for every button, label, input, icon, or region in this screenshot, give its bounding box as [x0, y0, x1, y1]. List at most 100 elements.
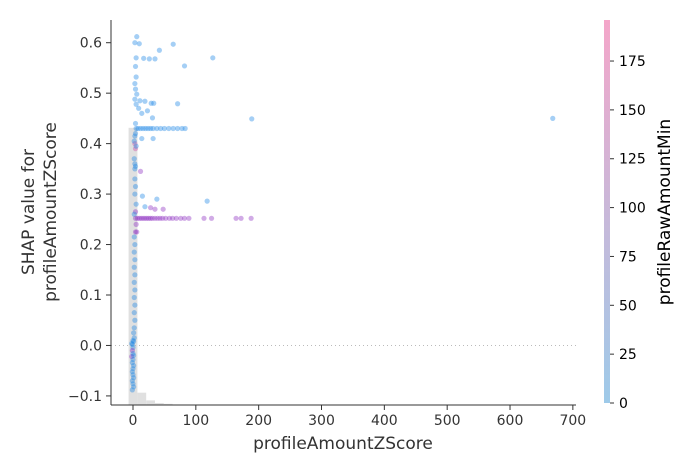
- data-point: [134, 91, 140, 97]
- data-point: [129, 347, 135, 354]
- data-point: [175, 125, 181, 132]
- data-point: [131, 384, 137, 390]
- data-point: [130, 350, 136, 357]
- data-point: [142, 125, 149, 132]
- data-point: [147, 125, 154, 132]
- data-point: [140, 215, 146, 221]
- data-point: [132, 302, 138, 308]
- data-point: [132, 120, 139, 127]
- data-point: [149, 115, 156, 121]
- y-tick-label: −0.1: [68, 389, 102, 405]
- histogram-bar-1: [137, 392, 147, 405]
- data-point: [133, 101, 139, 107]
- y-tick-label: 0.6: [80, 36, 102, 52]
- histogram: [128, 127, 173, 406]
- data-point: [133, 55, 139, 61]
- data-point: [134, 215, 140, 221]
- data-point: [132, 176, 138, 182]
- data-point: [131, 335, 137, 341]
- data-point: [148, 100, 154, 106]
- data-point: [142, 204, 148, 210]
- data-point: [132, 161, 138, 167]
- data-point: [131, 211, 137, 217]
- data-point: [130, 366, 136, 372]
- data-point: [132, 272, 138, 278]
- colorbar-tick-label: 100: [619, 201, 646, 217]
- data-point: [131, 156, 137, 162]
- data-point: [132, 63, 139, 70]
- data-point: [135, 125, 141, 132]
- data-point: [134, 34, 140, 40]
- data-point: [204, 198, 210, 204]
- data-point: [132, 257, 138, 263]
- data-point: [132, 209, 139, 215]
- data-point: [181, 215, 188, 221]
- data-point: [146, 56, 152, 62]
- x-tick-label: 100: [182, 413, 209, 429]
- data-point: [157, 215, 163, 221]
- data-point: [131, 363, 137, 369]
- data-point: [129, 378, 135, 384]
- data-point: [156, 47, 162, 53]
- data-point: [147, 205, 154, 211]
- data-point: [131, 338, 137, 345]
- data-point: [132, 96, 138, 102]
- x-tick-label: 200: [245, 413, 272, 429]
- data-point: [169, 215, 176, 221]
- data-point: [158, 125, 164, 132]
- data-point: [132, 86, 139, 92]
- colorbar-tick-label: 50: [619, 298, 637, 314]
- colorbar-tick-label: 125: [619, 152, 646, 168]
- x-tick-label: 400: [371, 413, 398, 429]
- colorbar-label: profileRawAmountMin: [655, 119, 675, 305]
- data-point: [550, 115, 556, 121]
- data-point: [150, 135, 156, 142]
- data-point: [233, 215, 239, 221]
- data-point: [137, 98, 143, 104]
- y-tick-label: 0.5: [80, 86, 102, 102]
- data-point: [186, 215, 192, 221]
- scatter-points: [129, 34, 556, 393]
- colorbar-tick-label: 0: [619, 396, 628, 412]
- data-point: [208, 215, 215, 221]
- data-point: [130, 381, 136, 387]
- data-point: [161, 125, 168, 132]
- data-point: [163, 215, 169, 221]
- data-point: [170, 41, 176, 47]
- data-point: [131, 330, 137, 336]
- y-tick-label: 0.1: [80, 288, 102, 304]
- data-point: [166, 125, 172, 132]
- data-point: [132, 229, 139, 235]
- colorbar-tick-label: 175: [619, 54, 646, 70]
- data-point: [166, 215, 173, 221]
- data-point: [131, 352, 137, 359]
- data-point: [131, 325, 137, 331]
- data-point: [142, 215, 148, 221]
- data-point: [178, 215, 184, 221]
- data-point: [133, 221, 139, 227]
- y-axis-ticks: −0.1 0.0 0.1 0.2 0.3 0.4 0.5 0.6: [68, 36, 111, 405]
- histogram-bar-2: [146, 400, 155, 405]
- data-point: [132, 191, 138, 197]
- data-point: [132, 141, 138, 147]
- data-point: [149, 215, 156, 221]
- data-point: [134, 229, 140, 235]
- data-point: [133, 74, 139, 80]
- colorbar-tick-label: 150: [619, 103, 646, 119]
- data-point: [129, 360, 135, 366]
- data-point: [131, 375, 137, 381]
- data-point: [132, 133, 138, 139]
- y-axis-label-line-2: profileAmountZScore: [41, 122, 61, 302]
- x-tick-label: 500: [434, 413, 461, 429]
- data-point: [145, 125, 151, 132]
- data-point: [142, 98, 148, 104]
- data-point: [130, 337, 136, 344]
- data-point: [131, 234, 137, 240]
- data-point: [238, 215, 244, 221]
- data-point: [147, 215, 154, 221]
- data-point: [154, 125, 160, 132]
- data-point: [132, 40, 138, 46]
- data-point: [133, 143, 139, 149]
- data-point: [129, 369, 135, 375]
- histogram-bar-3: [154, 403, 164, 405]
